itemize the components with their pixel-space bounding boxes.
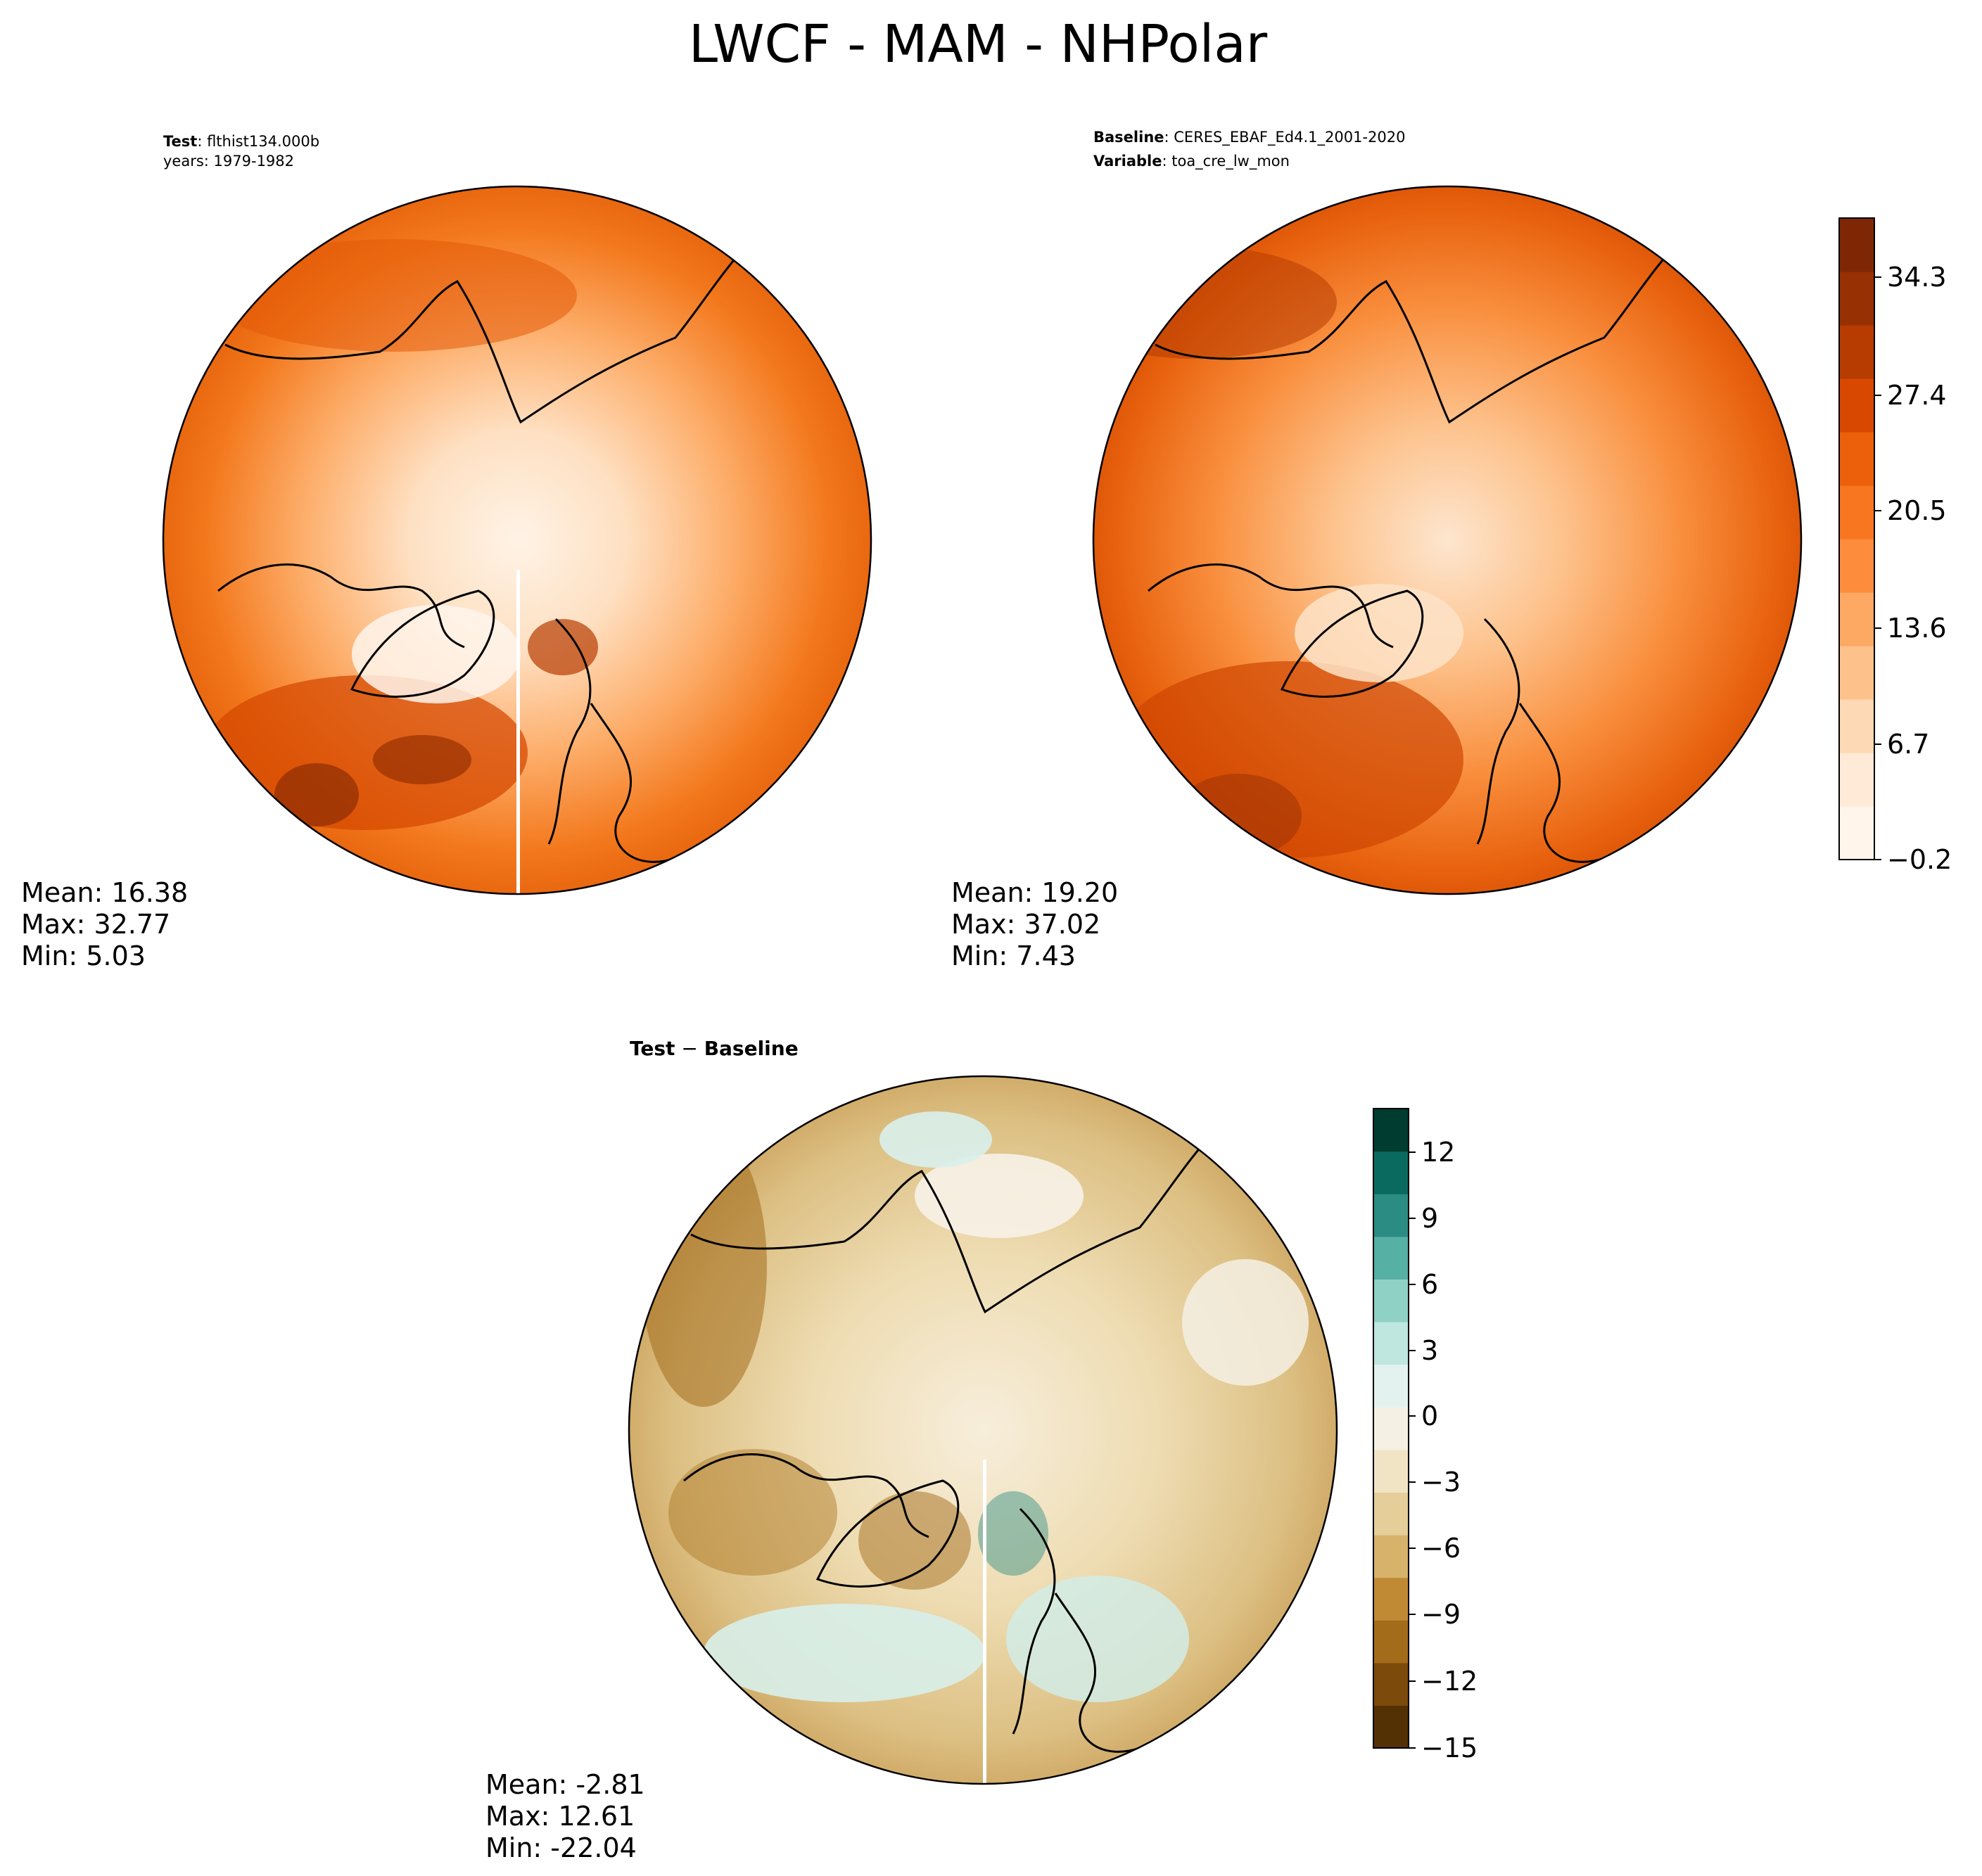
test-years: years: 1979-1982 — [163, 153, 294, 170]
difference-colorbar-tick-label: −15 — [1421, 1733, 1478, 1763]
difference-colorbar-color-segment — [1373, 1279, 1409, 1322]
main-colorbar-tick-label: 20.5 — [1887, 495, 1947, 526]
main-colorbar-color-segment — [1839, 432, 1874, 486]
main-colorbar-tick-label: 13.6 — [1887, 613, 1947, 644]
difference-colorbar-color-segment — [1373, 1620, 1409, 1664]
difference-colorbar-color-segment — [1373, 1535, 1409, 1578]
test-map-boundary — [162, 185, 872, 895]
main-colorbar-color-segment — [1839, 646, 1874, 700]
difference-colorbar-tick-label: 3 — [1421, 1335, 1438, 1366]
test-min: Min: 5.03 — [21, 940, 146, 971]
difference-colorbar-tick-label: 12 — [1421, 1137, 1455, 1168]
main-colorbar-color-segment — [1839, 753, 1874, 807]
figure-title: LWCF - MAM - NHPolar — [689, 14, 1268, 75]
baseline-max: Max: 37.02 — [951, 909, 1100, 940]
difference-colorbar-tick-label: 6 — [1421, 1269, 1438, 1300]
difference-colorbar: 12 9 6 3 0 −3 −6 −9 −12 −15 — [1373, 1108, 1478, 1763]
variable-name: : toa_cre_lw_mon — [1162, 153, 1289, 170]
main-colorbar-color-segment — [1839, 806, 1874, 860]
test-mean: Mean: 16.38 — [21, 877, 188, 908]
difference-colorbar-color-segment — [1373, 1194, 1409, 1237]
baseline-map — [1093, 186, 1801, 894]
difference-colorbar-tick-label: −6 — [1421, 1533, 1461, 1564]
difference-colorbar-tick-label: 0 — [1421, 1400, 1438, 1431]
test-label: Test — [163, 133, 197, 150]
difference-min: Min: -22.04 — [485, 1832, 637, 1863]
main-colorbar-color-segment — [1839, 592, 1874, 646]
main-colorbar-color-segment — [1839, 699, 1874, 753]
main-colorbar-color-segment — [1839, 539, 1874, 593]
difference-colorbar-color-segment — [1373, 1322, 1409, 1365]
difference-panel: Test − Baseline Mean: -2.81 Max: 12.61 M… — [485, 1037, 1338, 1863]
difference-colorbar-color-segment — [1373, 1151, 1409, 1194]
main-colorbar-color-segment — [1839, 325, 1874, 379]
main-colorbar-frame — [1838, 217, 1875, 860]
variable-label: Variable — [1093, 153, 1162, 170]
main-colorbar-tick-label: 34.3 — [1887, 262, 1947, 293]
main-colorbar-tick-label: 27.4 — [1887, 380, 1947, 411]
baseline-panel: Baseline: CERES_EBAF_Ed4.1_2001-2020 Var… — [951, 129, 1803, 971]
main-colorbar-color-segment — [1839, 485, 1874, 540]
test-map — [163, 186, 871, 894]
test-max: Max: 32.77 — [21, 909, 170, 940]
difference-colorbar-color-segment — [1373, 1364, 1409, 1408]
baseline-min: Min: 7.43 — [951, 940, 1076, 971]
baseline-mean: Mean: 19.20 — [951, 877, 1118, 908]
difference-max: Max: 12.61 — [485, 1801, 635, 1832]
difference-map — [629, 1076, 1337, 1784]
difference-colorbar-color-segment — [1373, 1705, 1409, 1749]
difference-title-baseline: Baseline — [704, 1037, 799, 1060]
difference-colorbar-tick-label: −9 — [1421, 1599, 1461, 1630]
difference-colorbar-color-segment — [1373, 1662, 1409, 1706]
main-colorbar-color-segment — [1839, 218, 1874, 272]
baseline-dataset-name: : CERES_EBAF_Ed4.1_2001-2020 — [1164, 129, 1406, 146]
difference-colorbar-tick-label: −12 — [1421, 1666, 1478, 1697]
test-header-line1: Test: flthist134.000b — [163, 133, 319, 150]
difference-mean: Mean: -2.81 — [485, 1769, 645, 1800]
difference-colorbar-tick-label: 9 — [1421, 1203, 1438, 1234]
difference-title: Test − Baseline — [630, 1037, 799, 1060]
difference-colorbar-color-segment — [1373, 1492, 1409, 1536]
main-colorbar-color-segment — [1839, 272, 1874, 326]
baseline-header-line2: Variable: toa_cre_lw_mon — [1093, 153, 1290, 170]
baseline-header-line1: Baseline: CERES_EBAF_Ed4.1_2001-2020 — [1093, 129, 1405, 146]
difference-colorbar-color-segment — [1373, 1449, 1409, 1493]
difference-colorbar-color-segment — [1373, 1577, 1409, 1621]
difference-colorbar-color-segment — [1373, 1236, 1409, 1280]
main-colorbar: 34.3 27.4 20.5 13.6 6.7 −0.2 — [1838, 217, 1952, 875]
test-panel: Test: flthist134.000b years: 1979-1982 M… — [21, 133, 872, 971]
main-colorbar-tick-label: 6.7 — [1887, 729, 1929, 760]
baseline-label: Baseline — [1093, 129, 1164, 146]
main-colorbar-color-segment — [1839, 378, 1874, 433]
difference-map-boundary — [628, 1075, 1338, 1785]
main-colorbar-tick-label: −0.2 — [1887, 844, 1952, 875]
difference-colorbar-color-segment — [1373, 1109, 1409, 1152]
test-case-name: : flthist134.000b — [197, 133, 319, 150]
difference-title-separator: − — [675, 1037, 704, 1060]
difference-title-test: Test — [630, 1037, 675, 1060]
difference-colorbar-frame — [1373, 1108, 1409, 1749]
baseline-map-boundary — [1092, 185, 1803, 895]
difference-colorbar-tick-label: −3 — [1421, 1467, 1461, 1498]
difference-colorbar-color-segment — [1373, 1407, 1409, 1450]
